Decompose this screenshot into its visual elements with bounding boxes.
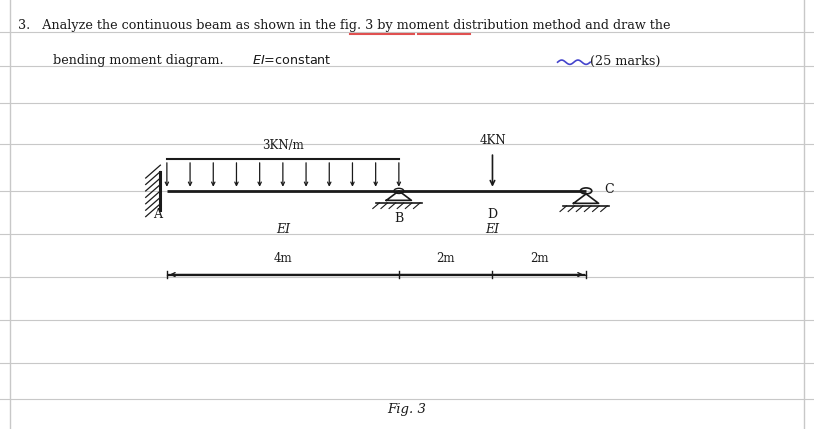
Text: 4m: 4m — [274, 252, 292, 265]
Text: 2m: 2m — [436, 252, 455, 265]
Text: A: A — [152, 208, 162, 221]
Text: $EI$=constant: $EI$=constant — [252, 54, 332, 67]
Text: EI: EI — [276, 223, 290, 236]
Text: B: B — [394, 212, 404, 225]
Text: 3KN/m: 3KN/m — [262, 139, 304, 152]
Text: 4KN: 4KN — [479, 134, 505, 147]
Text: 3.   Analyze the continuous beam as shown in the fig. 3 by moment distribution m: 3. Analyze the continuous beam as shown … — [18, 19, 671, 32]
Text: D: D — [488, 208, 497, 221]
Text: C: C — [604, 183, 614, 196]
Text: 2m: 2m — [530, 252, 549, 265]
Text: Fig. 3: Fig. 3 — [387, 403, 427, 416]
Text: bending moment diagram.: bending moment diagram. — [53, 54, 235, 67]
Text: (25 marks): (25 marks) — [590, 54, 661, 67]
Text: EI: EI — [485, 223, 500, 236]
